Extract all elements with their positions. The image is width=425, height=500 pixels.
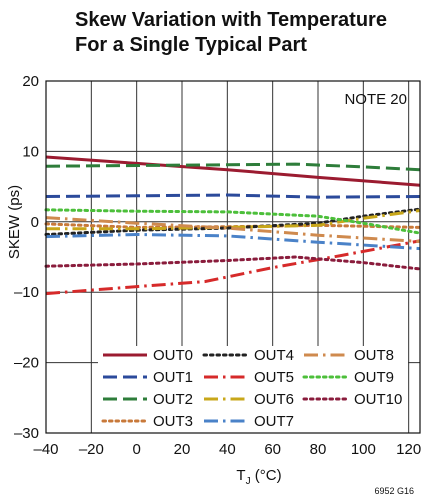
- series-line-out5: [45, 239, 421, 296]
- x-tick-labels: –40 –20 0 20 40 60 80 100 120: [33, 441, 421, 458]
- legend-label-out6: OUT6: [254, 391, 294, 408]
- note-20-label: NOTE 20: [344, 91, 407, 108]
- legend-label-out0: OUT0: [153, 347, 193, 364]
- y-tick-label: 20: [22, 73, 39, 90]
- x-tick-label: 120: [396, 441, 421, 458]
- series-line-out4: [44, 207, 422, 236]
- series-line-out8: [45, 216, 421, 243]
- x-axis-label: TJ (°C): [236, 467, 281, 487]
- legend: OUT0 OUT1 OUT2 OUT3 OUT4 OUT5 OUT6 OUT7 OUT8 OUT9…: [101, 347, 402, 430]
- legend-label-out3: OUT3: [153, 413, 193, 430]
- series-line-out6: [46, 209, 421, 231]
- x-tick-label: 0: [132, 441, 140, 458]
- legend-background: [98, 346, 408, 434]
- series-line-out10: [44, 255, 422, 271]
- legend-label-out7: OUT7: [254, 413, 294, 430]
- series-line-out2: [45, 162, 421, 172]
- series-line-out0: [45, 155, 421, 187]
- y-tick-label: –30: [14, 425, 39, 442]
- x-tick-label: 60: [264, 441, 281, 458]
- x-axis-label-main: T: [236, 467, 245, 484]
- x-axis-label-unit: (°C): [251, 467, 282, 484]
- x-tick-label: 100: [351, 441, 376, 458]
- series-line-out9: [44, 208, 422, 235]
- series-line-out1: [45, 193, 421, 199]
- legend-label-out9: OUT9: [354, 369, 394, 386]
- legend-label-out1: OUT1: [153, 369, 193, 386]
- legend-label-out8: OUT8: [354, 347, 394, 364]
- x-axis-label-subscript: J: [246, 476, 251, 487]
- plot-frame: [45, 80, 421, 434]
- legend-label-out4: OUT4: [254, 347, 294, 364]
- figure-code: 6952 G16: [374, 486, 414, 496]
- x-tick-label: –40: [33, 441, 58, 458]
- y-tick-labels: –30 –20 –10 0 10 20: [14, 73, 39, 442]
- y-tick-label: 10: [22, 143, 39, 160]
- y-axis-label: SKEW (ps): [6, 185, 23, 259]
- series-layer: [44, 155, 422, 296]
- y-tick-label: –10: [14, 284, 39, 301]
- x-tick-label: 80: [310, 441, 327, 458]
- y-tick-label: –20: [14, 355, 39, 372]
- x-tick-label: 20: [174, 441, 191, 458]
- chart-title: Skew Variation with Temperature For a Si…: [75, 8, 425, 58]
- series-line-out7: [45, 232, 421, 251]
- x-tick-label: –20: [79, 441, 104, 458]
- legend-label-out2: OUT2: [153, 391, 193, 408]
- y-tick-label: 0: [31, 214, 39, 231]
- chart-title-line-2: For a Single Typical Part: [75, 34, 307, 56]
- chart-title-line-1: Skew Variation with Temperature: [75, 9, 387, 31]
- legend-label-out10: OUT10: [354, 391, 402, 408]
- x-tick-label: 40: [219, 441, 236, 458]
- legend-label-out5: OUT5: [254, 369, 294, 386]
